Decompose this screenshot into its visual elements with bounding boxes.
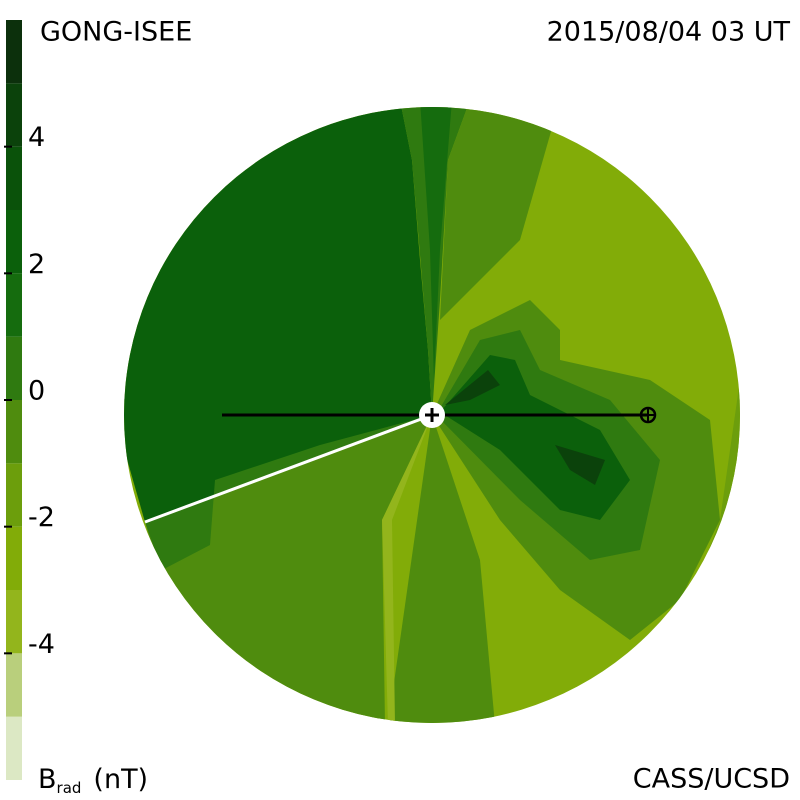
tick-label: -4: [28, 629, 55, 660]
label-subscript: rad: [57, 779, 82, 797]
tick-label: 0: [28, 376, 45, 407]
colorbar-band: [6, 463, 22, 527]
colorbar-band: [6, 146, 22, 210]
map-region: [382, 415, 432, 723]
tick-label: 2: [28, 249, 45, 280]
map-region: [388, 415, 495, 723]
colorbar-band: [6, 210, 22, 274]
colorbar-band: [6, 20, 22, 84]
colorbar-band: [6, 653, 22, 717]
colorbar-band: [6, 336, 22, 400]
map-region: [440, 355, 630, 520]
map-region: [420, 107, 452, 380]
earth-symbol: [641, 408, 655, 422]
sector-line: [144, 413, 433, 524]
credit: CASS/UCSD: [633, 764, 790, 795]
colorbar-label: Brad (nT): [38, 764, 148, 797]
colorbar-band: [6, 716, 22, 780]
map-region: [555, 445, 605, 485]
chart-subtitle: 2015/08/04 03 UT: [547, 17, 791, 48]
tick-label: -2: [28, 502, 55, 533]
colorbar-band: [6, 590, 22, 654]
map-region: [445, 370, 500, 405]
chart-title: GONG-ISEE: [40, 17, 192, 48]
map-region: [690, 380, 740, 600]
colorbar-band: [6, 273, 22, 337]
label-symbol: B: [38, 764, 57, 795]
map-region: [145, 415, 432, 570]
tick-label: 4: [28, 122, 45, 153]
colorbar-band: [6, 83, 22, 147]
colorbar-band: [6, 400, 22, 464]
map-region: [440, 107, 560, 320]
sun-symbol: [425, 408, 439, 422]
label-unit: (nT): [93, 764, 148, 795]
colorbar-band: [6, 526, 22, 590]
